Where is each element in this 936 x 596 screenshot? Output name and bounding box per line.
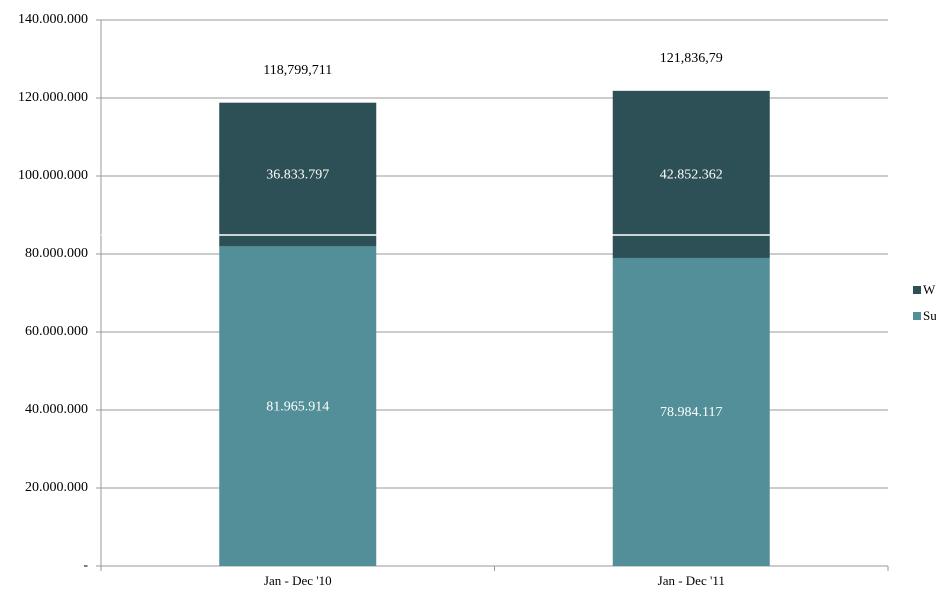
legend-label: W bbox=[923, 282, 936, 297]
y-tick-label: - bbox=[83, 558, 88, 573]
total-label: 121,836,79 bbox=[660, 51, 723, 66]
data-label: 42.852.362 bbox=[660, 168, 723, 183]
legend-swatch bbox=[913, 312, 921, 320]
bar-segment bbox=[612, 257, 770, 566]
total-label: 118,799,711 bbox=[263, 63, 332, 78]
data-label: 81.965.914 bbox=[266, 399, 329, 414]
legend-label: Su bbox=[923, 308, 936, 323]
bar-segment bbox=[219, 102, 377, 247]
y-tick-label: 120.000.000 bbox=[18, 90, 88, 105]
y-tick-label: 60.000.000 bbox=[25, 324, 88, 339]
x-tick-label: Jan - Dec '11 bbox=[658, 573, 725, 588]
y-tick-label: 140.000.000 bbox=[18, 12, 88, 27]
y-tick-label: 100.000.000 bbox=[18, 168, 88, 183]
bar-segment bbox=[612, 90, 770, 258]
data-label: 78.984.117 bbox=[660, 405, 722, 420]
y-tick-label: 80.000.000 bbox=[25, 246, 88, 261]
y-tick-label: 40.000.000 bbox=[25, 402, 88, 417]
data-label: 36.833.797 bbox=[266, 168, 329, 183]
y-tick-label: 20.000.000 bbox=[25, 480, 88, 495]
x-tick-label: Jan - Dec '10 bbox=[264, 573, 332, 588]
bar-segment bbox=[219, 246, 377, 566]
legend-swatch bbox=[913, 286, 921, 294]
